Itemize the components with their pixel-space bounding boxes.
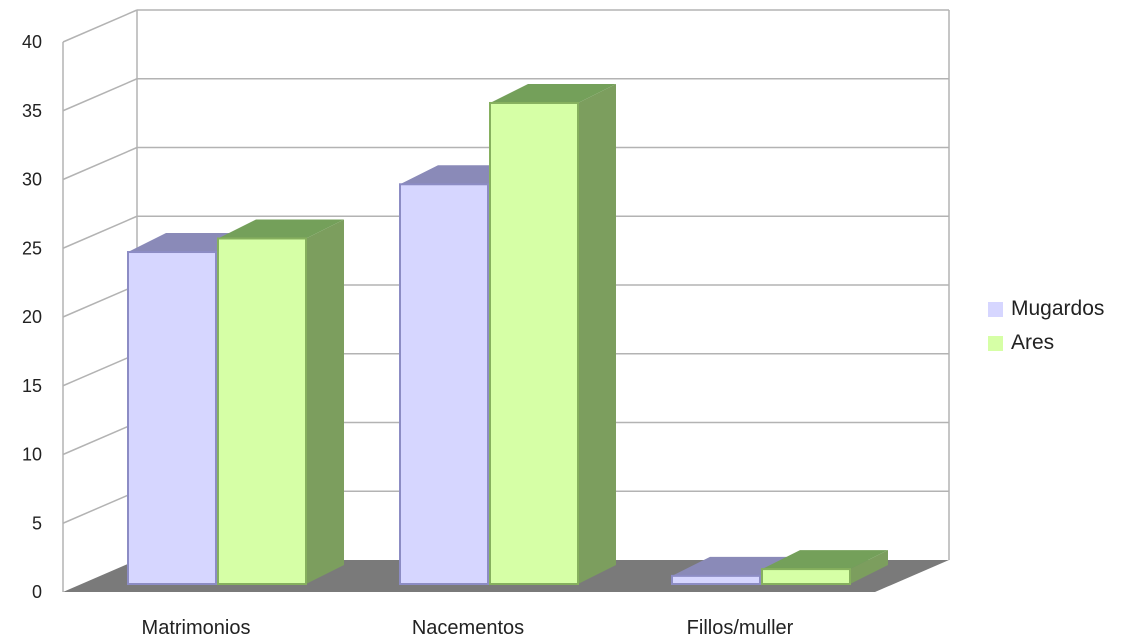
grid-line-side-35 — [62, 78, 138, 112]
legend: Mugardos Ares — [988, 292, 1104, 360]
grid-line-side-40 — [62, 9, 138, 43]
x-tick-label-nacementos: Nacementos — [412, 617, 524, 638]
grid-line-side-30 — [62, 146, 138, 181]
bar-top — [490, 83, 616, 103]
x-tick-label-matrimonios: Matrimonios — [142, 617, 251, 638]
bar-top — [218, 219, 344, 239]
bar-front — [761, 568, 851, 585]
x-axis-labels: Matrimonios Nacementos Fillos/muller — [142, 617, 794, 638]
y-tick-label-10: 10 — [22, 445, 42, 465]
grid-line-side-10 — [62, 421, 138, 456]
y-tick-label-15: 15 — [22, 376, 42, 396]
legend-swatch-ares — [988, 335, 1003, 351]
bar-front — [399, 183, 489, 585]
bar-ares-matrimonios — [217, 219, 344, 585]
bar-top — [762, 550, 888, 570]
legend-item-ares: Ares — [988, 326, 1104, 360]
y-tick-label-30: 30 — [22, 170, 42, 190]
y-tick-label-20: 20 — [22, 307, 42, 327]
bar-ares-nacementos — [489, 83, 616, 585]
grid-line-side-15 — [62, 353, 138, 387]
bar-side — [850, 550, 888, 584]
y-tick-label-40: 40 — [22, 32, 42, 52]
y-tick-label-35: 35 — [22, 101, 42, 121]
legend-item-mugardos: Mugardos — [988, 292, 1104, 326]
bar-ares-fillos-muller — [761, 550, 888, 585]
grid-line-side-5 — [62, 490, 138, 524]
bar-front — [671, 574, 761, 585]
legend-label-mugardos: Mugardos — [1011, 297, 1105, 320]
y-axis-ticks: 0 5 10 15 20 25 30 35 40 — [22, 32, 42, 602]
legend-swatch-mugardos — [988, 301, 1003, 317]
grid-line-side-20 — [62, 284, 138, 318]
y-tick-label-0: 0 — [32, 582, 42, 602]
y-tick-label-5: 5 — [32, 513, 42, 533]
bar-front — [127, 251, 217, 585]
bar-side — [306, 219, 344, 584]
bar-side — [578, 83, 616, 584]
x-tick-label-fillos-muller: Fillos/muller — [687, 617, 794, 638]
y-tick-label-25: 25 — [22, 238, 42, 258]
bar-front — [489, 101, 579, 585]
bars — [127, 83, 888, 585]
bar-front — [217, 237, 307, 585]
legend-label-ares: Ares — [1011, 331, 1055, 354]
grid-line-side-25 — [62, 215, 138, 249]
